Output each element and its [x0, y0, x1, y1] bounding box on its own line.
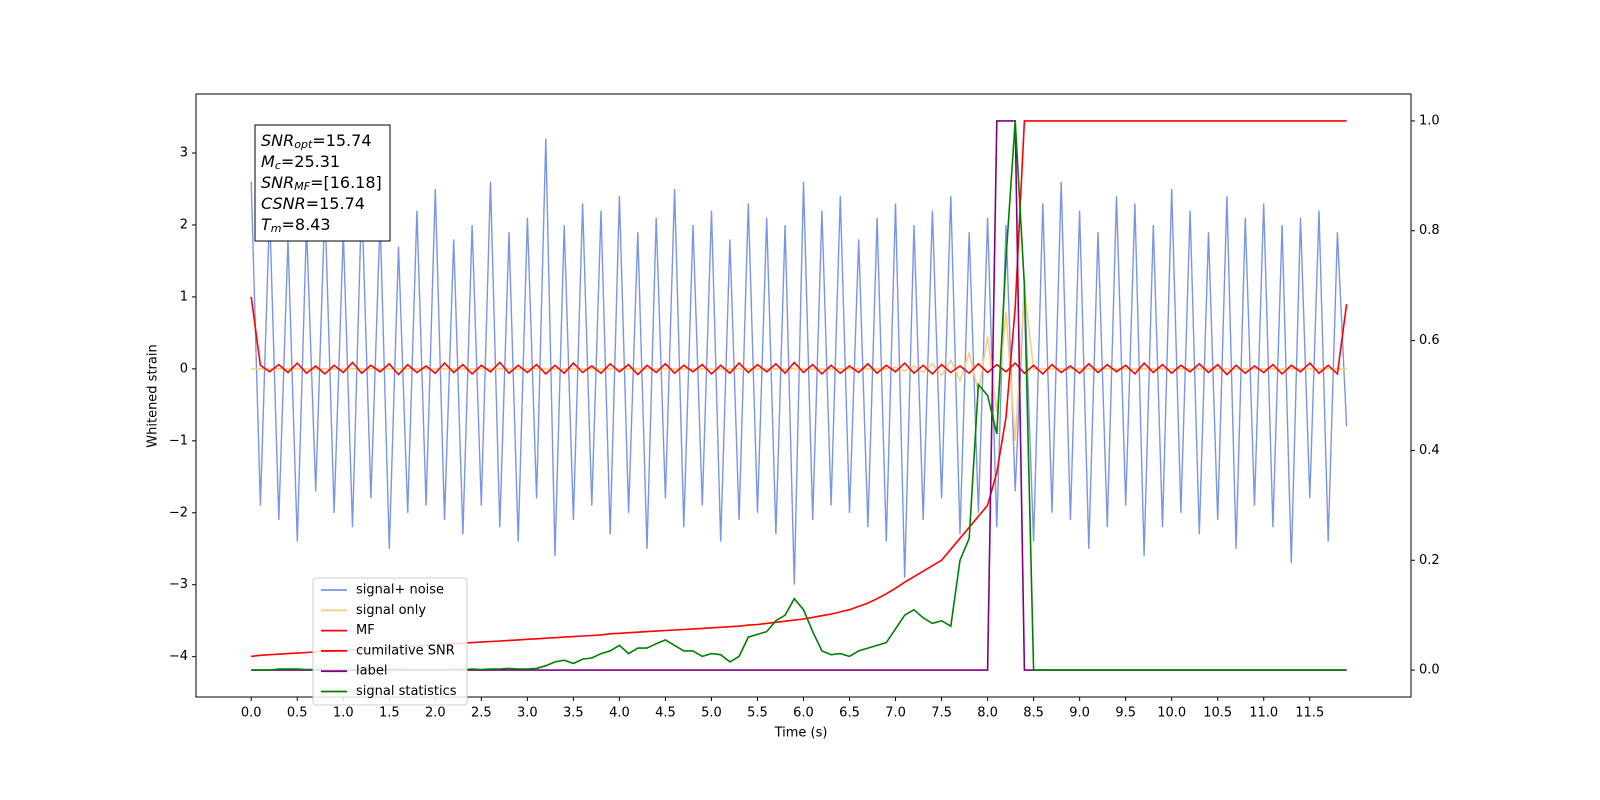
annotation-value: =15.74: [312, 131, 371, 150]
x-tick-label: 1.5: [379, 706, 400, 721]
legend-label: MF: [356, 623, 375, 638]
legend-label: label: [356, 664, 387, 679]
x-tick-label: 10.0: [1157, 706, 1186, 721]
x-tick-label: 5.0: [701, 706, 722, 721]
annotation-symbol: CSNR: [261, 194, 306, 213]
annotation-subscript: m: [271, 222, 282, 235]
y2-tick-label: 0.2: [1419, 553, 1440, 568]
legend-label: signal+ noise: [356, 583, 444, 598]
x-tick-label: 11.0: [1249, 706, 1278, 721]
legend-label: signal statistics: [356, 684, 457, 699]
annotation-subscript: MF: [294, 180, 310, 193]
annotation-value: =25.31: [281, 152, 340, 171]
x-tick-label: 2.0: [425, 706, 446, 721]
legend-box: [312, 577, 468, 706]
series-line: [250, 138, 1348, 585]
y-axis-label: Whitened strain: [146, 344, 161, 447]
y-tick-label: −3: [169, 577, 188, 592]
y-tick-label: 0: [180, 361, 188, 376]
x-tick-label: 1.0: [333, 706, 354, 721]
x-tick-label: 8.0: [977, 706, 998, 721]
x-tick-label: 9.5: [1115, 706, 1136, 721]
y-tick-label: 2: [180, 217, 188, 232]
x-tick-label: 11.5: [1295, 706, 1324, 721]
x-tick-label: 5.5: [747, 706, 768, 721]
x-tick-label: 3.0: [517, 706, 538, 721]
annotation-symbol: M: [261, 152, 275, 171]
annotation-value: =8.43: [282, 215, 331, 234]
x-tick-label: 4.0: [609, 706, 630, 721]
legend: signal+ noise signal only MF cumilative SNR…: [312, 577, 468, 706]
annotation: CSNR=15.74: [261, 194, 365, 213]
annotation: SNRopt=15.74: [261, 131, 372, 152]
annotation-box: [254, 124, 391, 242]
x-tick-label: 3.5: [563, 706, 584, 721]
y2-tick-label: 0.0: [1419, 663, 1440, 678]
x-tick-label: 7.5: [931, 706, 952, 721]
annotation-symbol: SNR: [261, 173, 294, 192]
y2-tick-label: 0.4: [1419, 443, 1440, 458]
annotation-symbol: SNR: [261, 131, 294, 150]
x-tick-label: 7.0: [885, 706, 906, 721]
annotation-value: =15.74: [306, 194, 365, 213]
y-tick-label: −4: [169, 649, 188, 664]
y-tick-label: 1: [180, 289, 188, 304]
x-tick-label: 10.5: [1203, 706, 1232, 721]
x-tick-label: 0.5: [287, 706, 308, 721]
annotation-subscript: opt: [294, 138, 313, 151]
legend-label: cumilative SNR: [356, 643, 455, 658]
x-tick-label: 2.5: [471, 706, 492, 721]
y-tick-label: 3: [180, 146, 188, 161]
series-line: [250, 296, 1348, 376]
y2-tick-label: 0.6: [1419, 333, 1440, 348]
y2-tick-label: 0.8: [1419, 223, 1440, 238]
annotation-value: =[16.18]: [310, 173, 382, 192]
x-tick-label: 6.5: [839, 706, 860, 721]
legend-label: signal only: [356, 603, 426, 618]
annotation-symbol: T: [261, 215, 272, 234]
x-tick-label: 9.0: [1069, 706, 1090, 721]
y-tick-label: −1: [169, 433, 188, 448]
x-tick-label: 4.5: [655, 706, 676, 721]
series-line: [251, 289, 1347, 441]
y-tick-label: −2: [169, 505, 188, 520]
x-tick-label: 6.0: [793, 706, 814, 721]
annotation: SNRMF=[16.18]: [261, 173, 382, 194]
annotation-subscript: c: [275, 159, 281, 172]
x-axis-label: Time (s): [774, 726, 828, 741]
y2-tick-label: 1.0: [1419, 113, 1440, 128]
annotation: Mc=25.31: [261, 152, 340, 173]
annotation: Tm=8.43: [261, 215, 331, 236]
x-tick-label: 8.5: [1023, 706, 1044, 721]
x-tick-label: 0.0: [241, 706, 262, 721]
